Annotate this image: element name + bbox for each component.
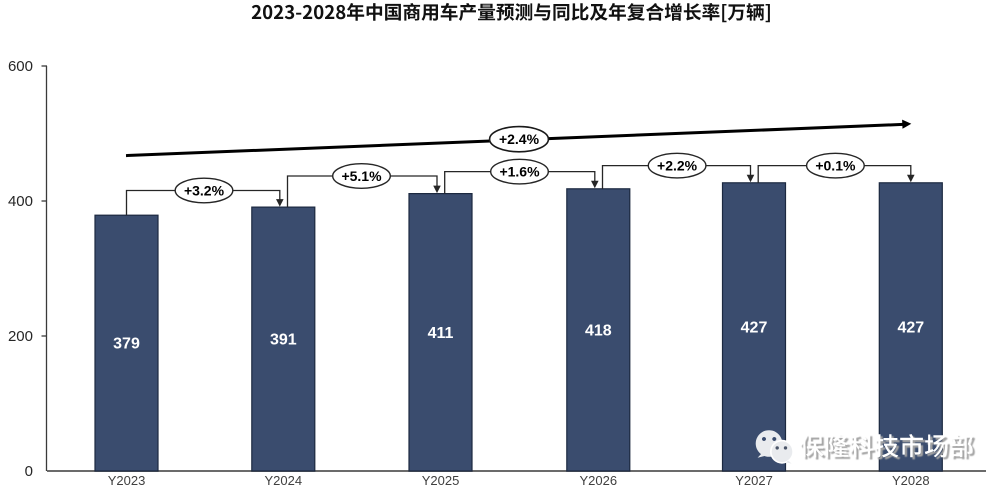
svg-text:+2.2%: +2.2% — [657, 158, 698, 174]
svg-text:600: 600 — [8, 58, 33, 75]
svg-text:Y2025: Y2025 — [422, 473, 460, 488]
svg-text:427: 427 — [741, 319, 768, 336]
svg-text:+1.6%: +1.6% — [499, 164, 540, 180]
svg-text:0: 0 — [25, 463, 33, 480]
svg-text:+5.1%: +5.1% — [341, 168, 382, 184]
svg-text:411: 411 — [428, 325, 454, 342]
svg-text:418: 418 — [585, 322, 612, 339]
svg-text:400: 400 — [8, 193, 33, 210]
svg-text:+2.4%: +2.4% — [499, 131, 540, 147]
svg-text:391: 391 — [270, 332, 297, 349]
svg-text:Y2028: Y2028 — [892, 473, 930, 488]
svg-text:379: 379 — [113, 336, 140, 353]
svg-text:200: 200 — [8, 328, 33, 345]
svg-text:Y2023: Y2023 — [108, 473, 146, 488]
svg-text:Y2027: Y2027 — [735, 473, 773, 488]
svg-text:427: 427 — [897, 319, 924, 336]
svg-text:Y2024: Y2024 — [265, 473, 303, 488]
svg-text:+3.2%: +3.2% — [184, 183, 225, 199]
svg-text:Y2026: Y2026 — [580, 473, 618, 488]
svg-text:+0.1%: +0.1% — [815, 158, 856, 174]
